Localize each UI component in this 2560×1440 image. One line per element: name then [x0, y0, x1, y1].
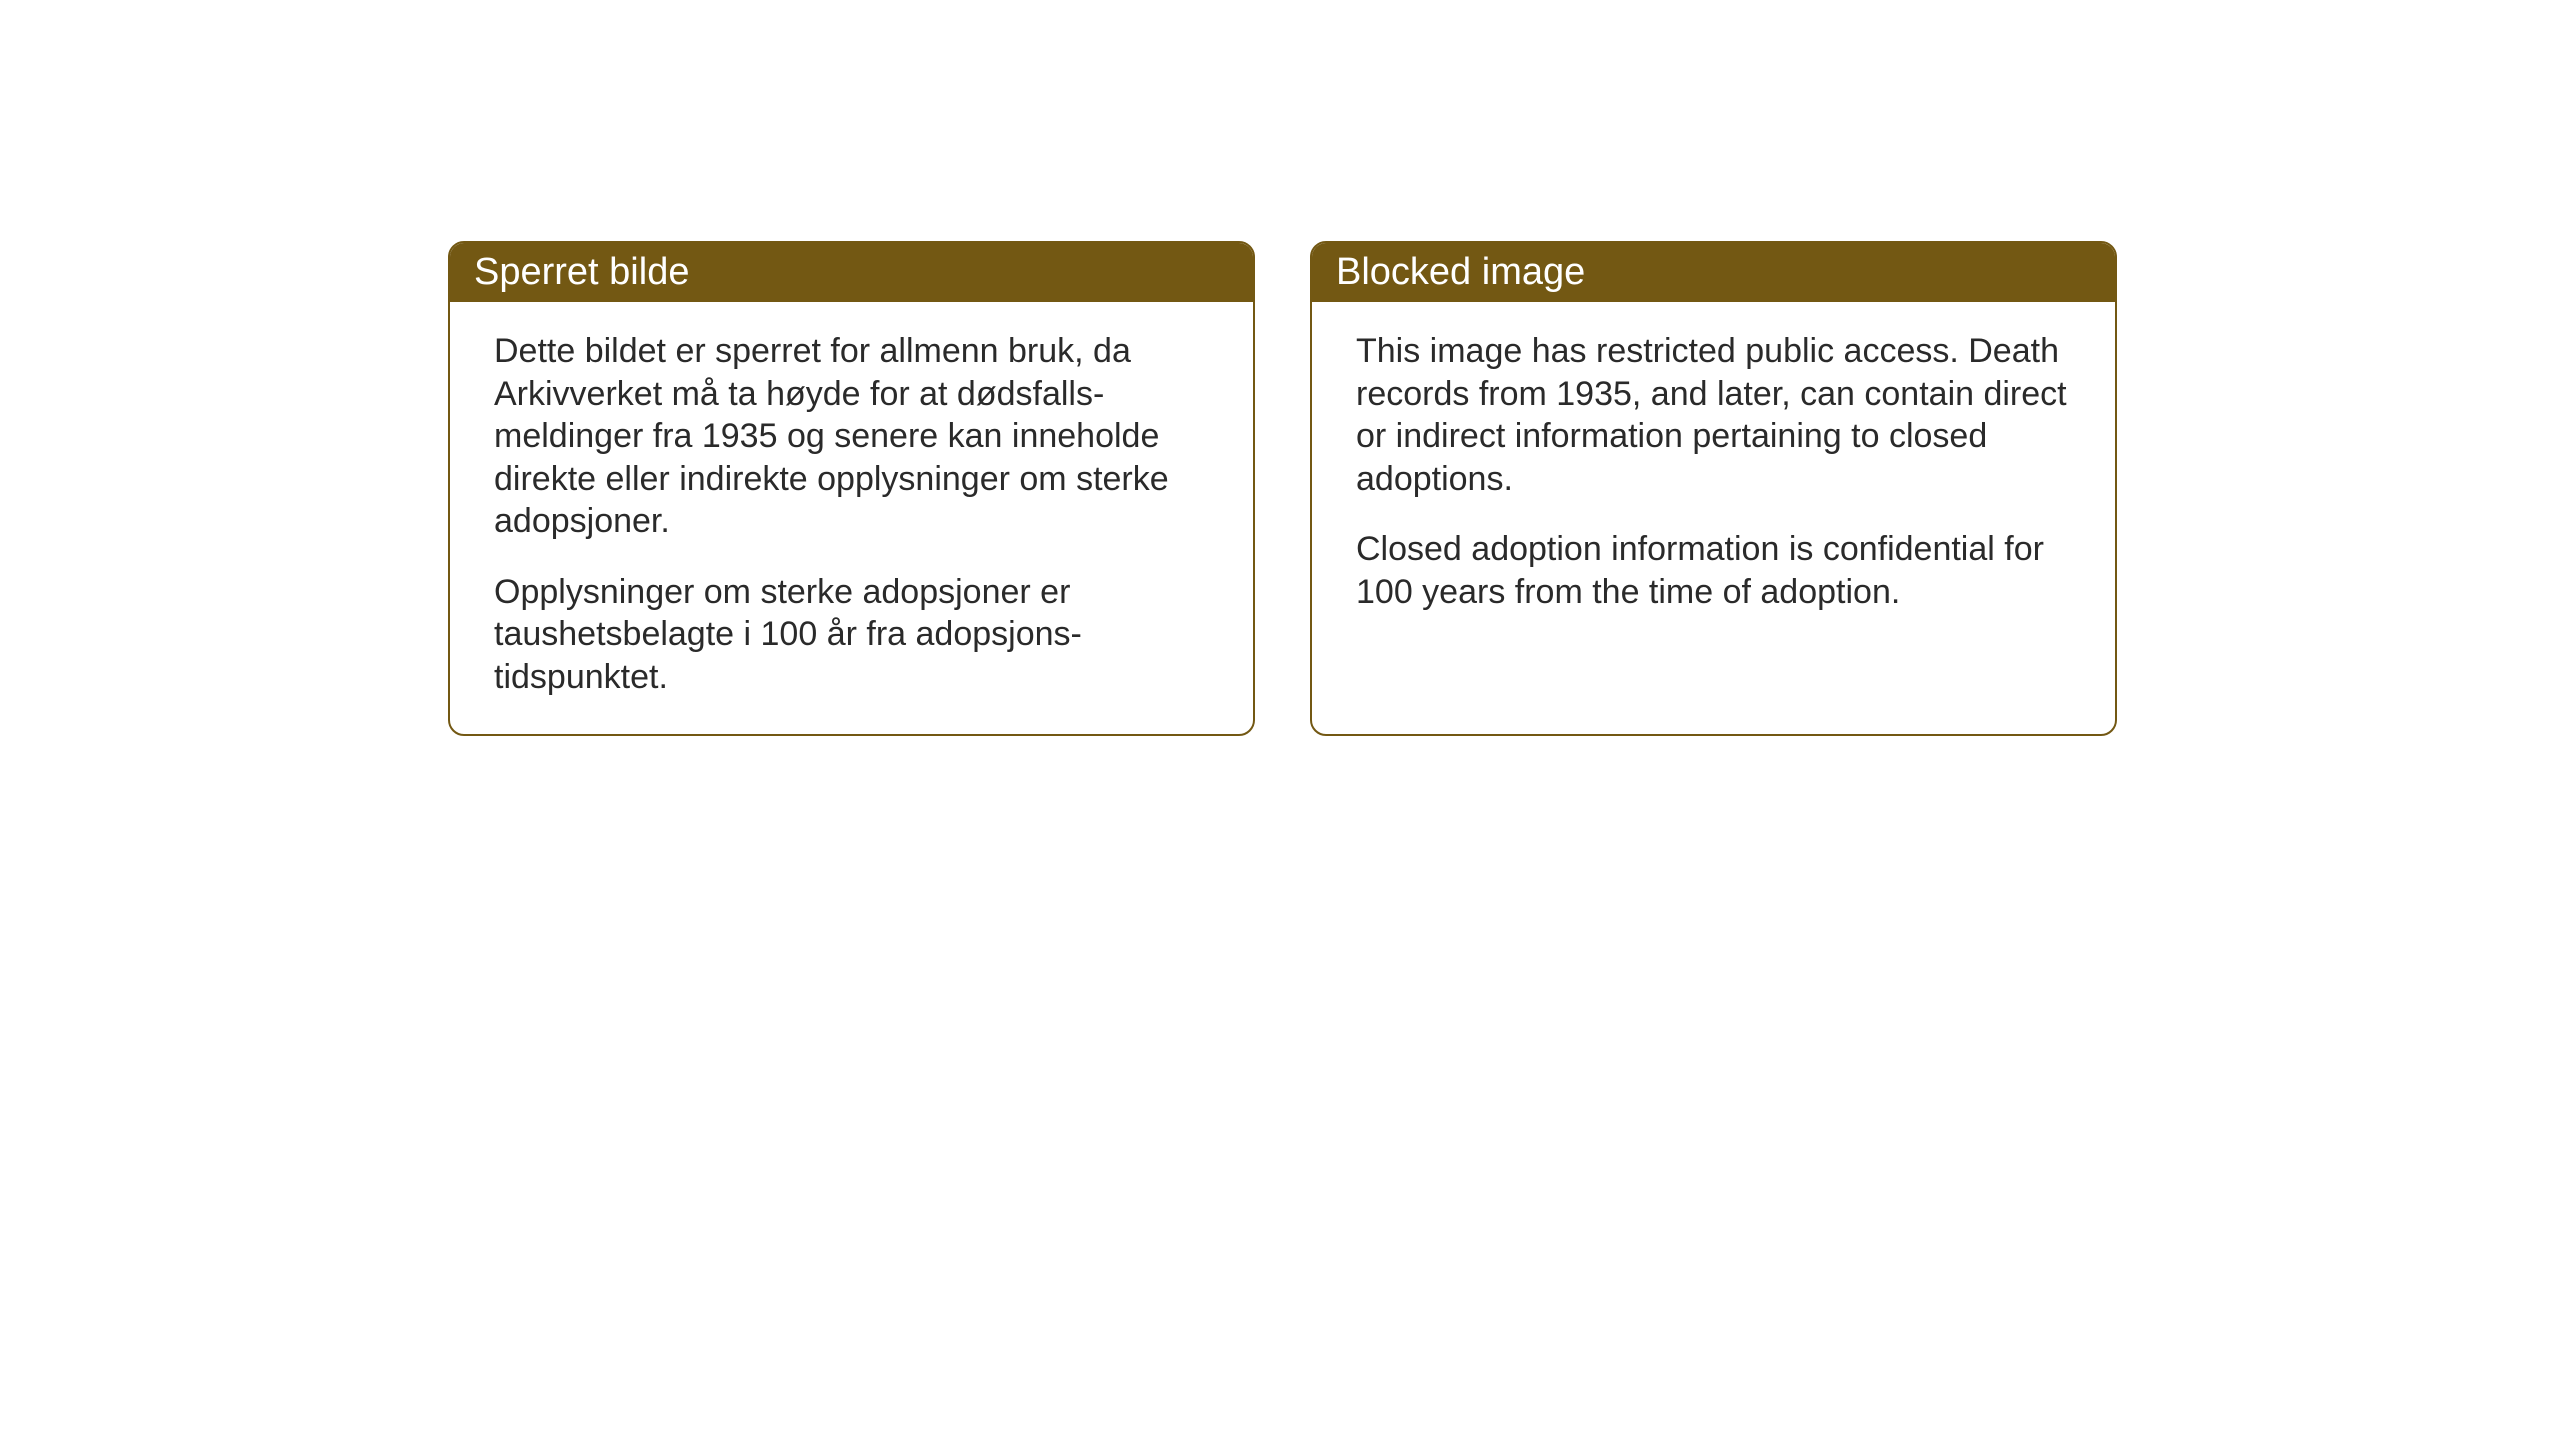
notice-card-english: Blocked image This image has restricted …	[1310, 241, 2117, 736]
card-body-english: This image has restricted public access.…	[1312, 302, 2115, 649]
notice-container: Sperret bilde Dette bildet er sperret fo…	[448, 241, 2117, 736]
notice-card-norwegian: Sperret bilde Dette bildet er sperret fo…	[448, 241, 1255, 736]
card-paragraph-norwegian-1: Dette bildet er sperret for allmenn bruk…	[494, 330, 1209, 543]
card-paragraph-norwegian-2: Opplysninger om sterke adopsjoner er tau…	[494, 571, 1209, 699]
card-paragraph-english-1: This image has restricted public access.…	[1356, 330, 2071, 500]
card-title-norwegian: Sperret bilde	[474, 251, 689, 293]
card-body-norwegian: Dette bildet er sperret for allmenn bruk…	[450, 302, 1253, 734]
card-header-norwegian: Sperret bilde	[450, 243, 1253, 302]
card-title-english: Blocked image	[1336, 251, 1585, 293]
card-paragraph-english-2: Closed adoption information is confident…	[1356, 528, 2071, 613]
card-header-english: Blocked image	[1312, 243, 2115, 302]
